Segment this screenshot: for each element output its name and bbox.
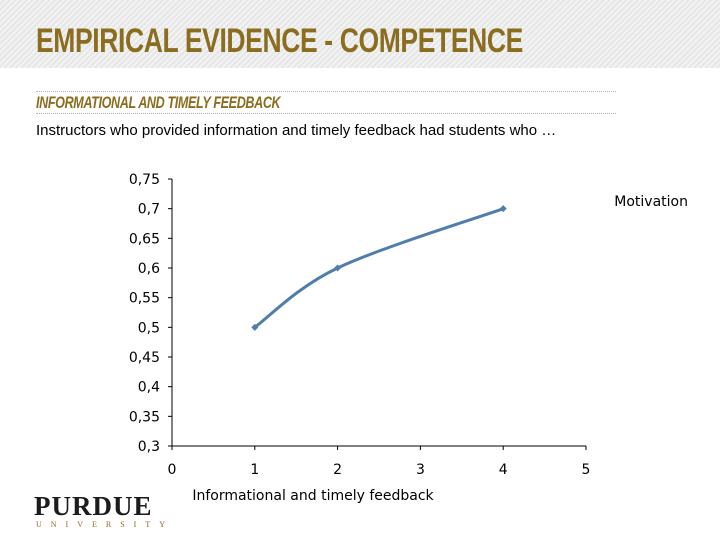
body-text: Instructors who provided information and…: [36, 122, 557, 139]
y-tick-label: 0,6: [138, 261, 160, 277]
y-tick-label: 0,35: [129, 409, 160, 425]
bottom-divider: [36, 113, 616, 114]
x-tick-label: 0: [168, 462, 177, 478]
y-tick-label: 0,65: [129, 231, 160, 247]
x-tick-label: 4: [499, 462, 508, 478]
legend-entry-motivation: Motivation: [614, 194, 688, 210]
top-divider: [36, 91, 616, 92]
logo-subtitle: UNIVERSITY: [36, 520, 174, 529]
data-point: [334, 264, 342, 272]
y-tick-label: 0,75: [129, 172, 160, 188]
x-tick-label: 5: [582, 462, 591, 478]
data-point: [251, 323, 259, 331]
x-tick-label: 1: [250, 462, 259, 478]
y-tick-label: 0,45: [129, 350, 160, 366]
x-tick-label: 2: [333, 462, 342, 478]
y-tick-label: 0,3: [138, 439, 160, 455]
x-tick-label: 3: [416, 462, 425, 478]
title-band: [0, 0, 720, 68]
logo-wordmark: PURDUE: [34, 491, 153, 521]
slide-title: EMPIRICAL EVIDENCE - COMPETENCE: [36, 22, 523, 60]
data-point: [499, 205, 507, 213]
y-tick-label: 0,5: [138, 320, 160, 336]
series-line-motivation: [253, 207, 504, 329]
x-axis-title: Informational and timely feedback: [192, 488, 434, 504]
y-tick-label: 0,7: [138, 202, 160, 218]
purdue-logo: PURDUE UNIVERSITY: [34, 492, 174, 530]
section-subheading: INFORMATIONAL AND TIMELY FEEDBACK: [36, 93, 281, 112]
y-tick-label: 0,55: [129, 291, 160, 307]
y-tick-label: 0,4: [138, 380, 160, 396]
